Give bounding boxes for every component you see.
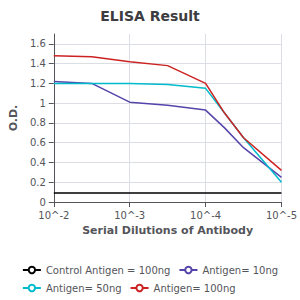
svg-text:10^-2: 10^-2: [38, 210, 69, 221]
svg-text:0.2: 0.2: [30, 177, 46, 188]
svg-text:Control Antigen = 100ng: Control Antigen = 100ng: [46, 265, 171, 276]
svg-text:Serial Dilutions of Antibody: Serial Dilutions of Antibody: [82, 224, 253, 237]
svg-text:Antigen= 50ng: Antigen= 50ng: [46, 283, 122, 294]
svg-text:1.4: 1.4: [30, 58, 46, 69]
svg-text:1.6: 1.6: [30, 38, 46, 49]
svg-text:0.4: 0.4: [30, 157, 46, 168]
svg-text:0.8: 0.8: [30, 117, 46, 128]
svg-text:10^-5: 10^-5: [266, 210, 297, 221]
svg-text:Antigen= 100ng: Antigen= 100ng: [154, 283, 236, 294]
svg-text:10^-3: 10^-3: [114, 210, 145, 221]
svg-text:O.D.: O.D.: [7, 105, 20, 132]
svg-text:0.6: 0.6: [30, 137, 46, 148]
svg-text:Antigen= 10ng: Antigen= 10ng: [202, 265, 278, 276]
svg-text:ELISA Result: ELISA Result: [100, 8, 200, 24]
svg-text:0: 0: [39, 197, 45, 208]
svg-text:1: 1: [39, 98, 45, 109]
svg-text:1.2: 1.2: [30, 78, 46, 89]
svg-text:10^-4: 10^-4: [190, 210, 221, 221]
